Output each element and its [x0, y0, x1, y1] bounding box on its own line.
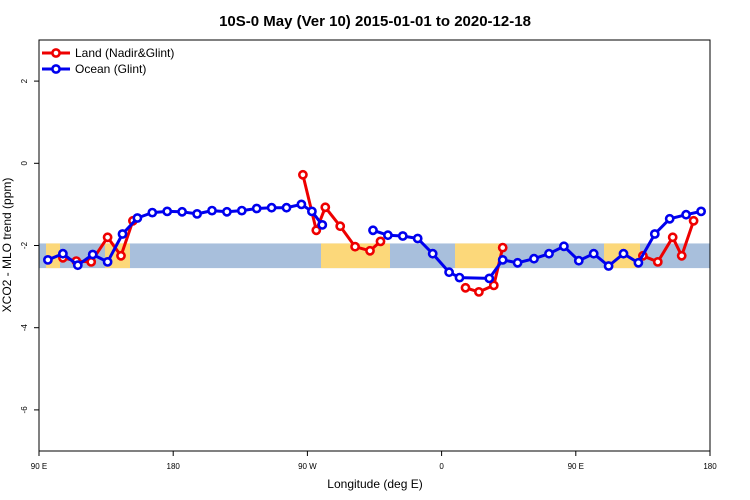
- data-point-land: [116, 250, 126, 261]
- data-point-ocean: [162, 206, 173, 217]
- data-point-ocean: [454, 272, 465, 283]
- data-point-ocean: [649, 229, 660, 239]
- data-point-ocean: [681, 209, 691, 220]
- data-point-land: [375, 236, 386, 247]
- data-point-ocean: [444, 267, 454, 278]
- data-point-ocean: [58, 248, 68, 259]
- y-tick-label: -2: [20, 241, 29, 249]
- data-point-ocean: [72, 260, 83, 271]
- y-tick-label: 2: [20, 78, 29, 83]
- data-point-ocean: [427, 248, 438, 259]
- data-point-ocean: [177, 206, 187, 217]
- legend-label: Land (Nadir&Glint): [75, 46, 174, 60]
- data-point-land: [320, 202, 331, 213]
- x-tick-label: 90 E: [31, 462, 47, 471]
- axes: 90 E 180 90 W 0 90 E 180 2 0 -2 -4 -6: [20, 78, 717, 471]
- data-point-land: [473, 286, 484, 297]
- y-tick-label: -6: [20, 406, 29, 414]
- data-point-ocean: [529, 253, 539, 264]
- data-point-ocean: [102, 256, 113, 267]
- data-point-ocean: [317, 219, 328, 230]
- data-point-ocean: [573, 255, 584, 266]
- data-point-ocean: [281, 202, 292, 213]
- data-point-ocean: [221, 206, 232, 217]
- data-point-ocean: [397, 231, 408, 241]
- data-point-land: [688, 215, 699, 226]
- data-point-ocean: [412, 233, 423, 244]
- data-point-land: [497, 242, 508, 253]
- legend-swatch-marker: [51, 48, 61, 58]
- x-tick-label: 90 E: [568, 462, 584, 471]
- y-tick-label: 0: [20, 161, 29, 166]
- data-point-ocean: [368, 225, 378, 236]
- data-point-ocean: [544, 248, 554, 259]
- data-point-ocean: [132, 213, 143, 223]
- data-point-land: [667, 232, 678, 243]
- data-point-ocean: [588, 248, 599, 259]
- data-point-land: [335, 221, 346, 232]
- data-point-land: [102, 232, 113, 243]
- data-point-ocean: [382, 230, 393, 241]
- data-point-land: [652, 256, 663, 267]
- series-group: [43, 169, 706, 297]
- series-line-ocean: [372, 209, 702, 280]
- data-point-ocean: [603, 261, 614, 271]
- data-point-ocean: [87, 249, 98, 260]
- legend-swatch-marker: [51, 64, 61, 74]
- data-point-ocean: [117, 229, 128, 239]
- data-point-ocean: [251, 203, 262, 214]
- data-point-land: [460, 282, 471, 293]
- data-point-ocean: [236, 205, 247, 216]
- data-point-ocean: [497, 254, 508, 265]
- data-point-ocean: [43, 254, 53, 265]
- data-point-ocean: [266, 202, 277, 213]
- x-axis-label: Longitude (deg E): [327, 477, 422, 491]
- data-point-ocean: [207, 205, 217, 216]
- data-point-ocean: [192, 208, 202, 219]
- data-point-land: [676, 250, 687, 261]
- data-point-ocean: [296, 199, 307, 210]
- data-point-ocean: [559, 241, 569, 252]
- x-tick-label: 180: [167, 462, 181, 471]
- chart-title: 10S-0 May (Ver 10) 2015-01-01 to 2020-12…: [219, 13, 531, 30]
- legend-label: Ocean (Glint): [75, 62, 146, 76]
- legend: Land (Nadir&Glint) Ocean (Glint): [42, 46, 174, 76]
- data-point-land: [86, 256, 97, 267]
- data-point-ocean: [618, 248, 629, 259]
- data-point-ocean: [633, 257, 644, 268]
- y-axis-label: XCO2 - MLO trend (ppm): [0, 178, 14, 313]
- land-mass-3: [455, 243, 500, 269]
- data-point-ocean: [306, 206, 317, 217]
- data-point-land: [297, 169, 308, 180]
- x-tick-label: 180: [703, 462, 717, 471]
- data-point-land: [488, 280, 499, 291]
- data-point-ocean: [696, 206, 706, 217]
- data-point-land: [350, 241, 360, 252]
- x-tick-label: 0: [439, 462, 444, 471]
- y-tick-label: -4: [20, 324, 29, 332]
- data-point-ocean: [484, 273, 495, 284]
- data-point-land: [311, 225, 322, 236]
- data-point-ocean: [512, 257, 523, 268]
- data-point-land: [365, 245, 375, 256]
- data-point-ocean: [664, 213, 675, 224]
- x-tick-label: 90 W: [298, 462, 317, 471]
- data-point-ocean: [147, 207, 158, 218]
